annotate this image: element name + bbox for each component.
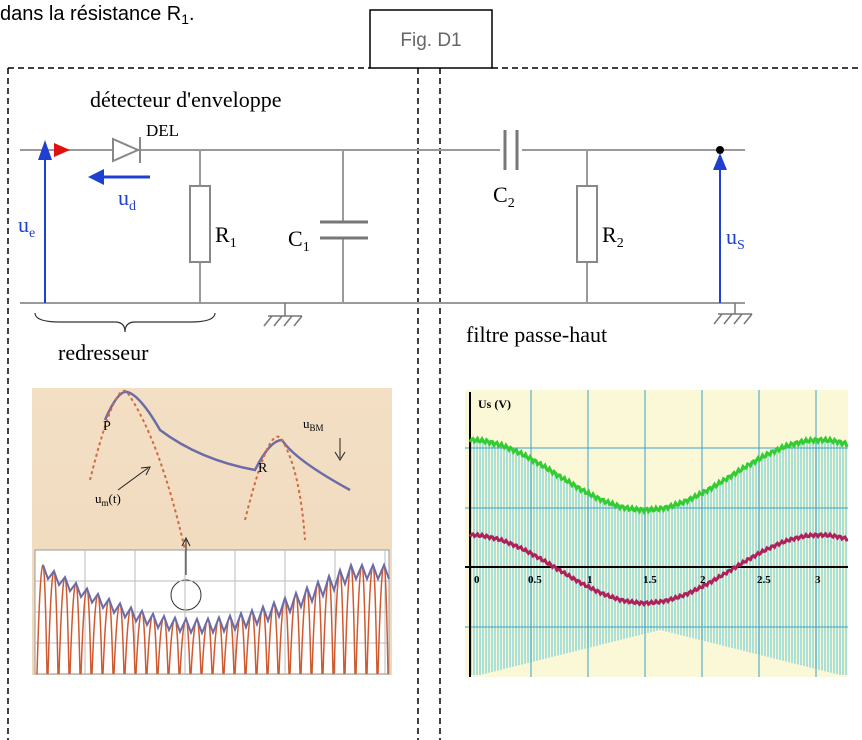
c1	[320, 222, 368, 238]
c2-label: C2	[493, 182, 515, 211]
label-p: P	[103, 419, 111, 434]
diode-label: DEL	[146, 121, 179, 140]
c1-label: C1	[288, 226, 310, 255]
r1-sub: 1	[230, 236, 237, 251]
c2-main: C	[493, 182, 508, 207]
c1-sub: 1	[303, 240, 310, 255]
ud-label: ud	[118, 185, 136, 214]
ground	[714, 303, 752, 324]
node	[716, 146, 724, 154]
circuit-title: détecteur d'enveloppe	[90, 87, 281, 112]
ue-label: ue	[18, 212, 35, 241]
figure-label: Fig. D1	[400, 30, 461, 51]
ue-main: u	[18, 212, 29, 237]
ud-head	[88, 169, 104, 185]
r2	[577, 186, 597, 262]
x-tick-label: 3	[815, 574, 821, 586]
ud-main: u	[118, 185, 129, 210]
x-tick-label: 1.5	[643, 574, 657, 586]
label-um: um(t)	[95, 491, 121, 508]
diode	[113, 139, 138, 161]
label-r: R	[258, 461, 268, 476]
y-label: Us (V)	[478, 397, 511, 411]
us-main: u	[726, 224, 737, 249]
c2-sub: 2	[508, 196, 515, 211]
um-sub: m	[102, 498, 109, 508]
header-sub: 1	[181, 11, 189, 27]
r2-main: R	[602, 222, 617, 247]
x-tick-label: 2.5	[757, 574, 771, 586]
c1-main: C	[288, 226, 303, 251]
x-tick-label: 1	[587, 574, 593, 586]
ue-sub: e	[29, 226, 35, 241]
header-end: .	[189, 3, 195, 25]
right-caption: filtre passe-haut	[466, 322, 607, 347]
us-sub: S	[737, 238, 745, 253]
r1-label: R1	[215, 222, 237, 251]
page: dans la résistance R1. Fig. D1 détecteur…	[0, 0, 862, 740]
um-end: (t)	[109, 491, 121, 506]
c2	[505, 130, 517, 170]
us-label: uS	[726, 224, 745, 253]
circuit: détecteur d'enveloppe ue DEL ud R1 C1 C2…	[18, 87, 752, 365]
left-caption: redresseur	[58, 340, 149, 365]
brace	[35, 313, 215, 332]
x-tick-label: 2	[700, 574, 706, 586]
x-tick-label: 0	[474, 574, 480, 586]
input-arrow	[54, 143, 70, 157]
r2-label: R2	[602, 222, 624, 251]
us-head	[713, 153, 727, 170]
x-tick-label: 0.5	[528, 574, 542, 586]
ubm-sub: BM	[310, 423, 324, 433]
left-plot: P R uBM um(t)	[32, 388, 392, 675]
ground	[264, 303, 302, 326]
r2-sub: 2	[617, 236, 624, 251]
right-plot: Us (V) 0 0.5 1 1.5 2 2.5 3	[465, 390, 848, 677]
ud-sub: d	[129, 199, 136, 214]
r1	[190, 186, 210, 262]
r1-main: R	[215, 222, 230, 247]
wires	[20, 150, 745, 303]
header-main: dans la résistance R	[0, 3, 181, 25]
header-text: dans la résistance R1.	[0, 3, 195, 27]
